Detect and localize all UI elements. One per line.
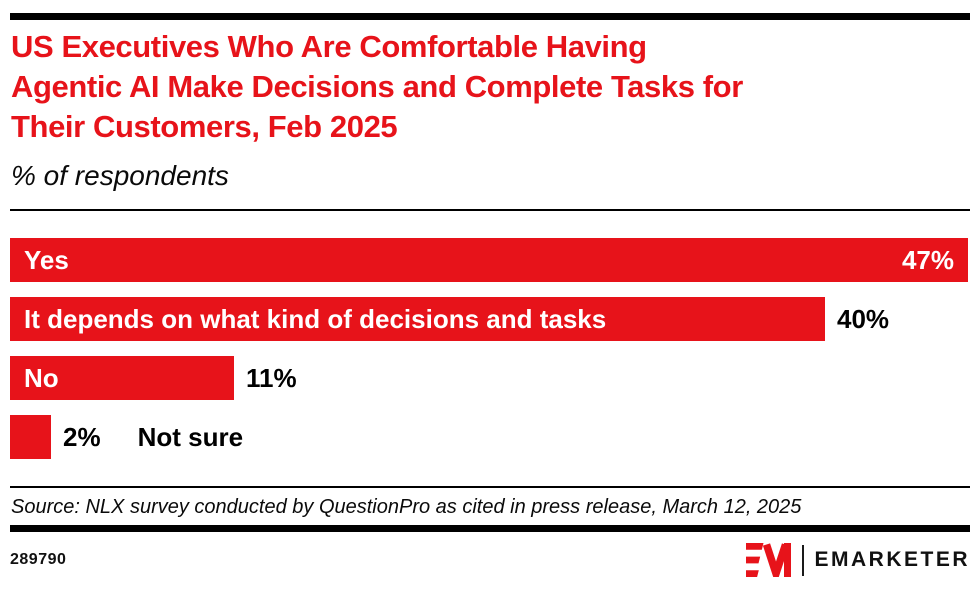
chart-title-line-1: US Executives Who Are Comfortable Having bbox=[11, 29, 647, 64]
chart-id: 289790 bbox=[10, 551, 67, 568]
subtitle-divider bbox=[10, 209, 970, 211]
bar-chart: Yes 47% It depends on what kind of decisio… bbox=[10, 238, 970, 459]
bar-row: 2% Not sure bbox=[10, 415, 970, 459]
bar-row: Yes 47% bbox=[10, 238, 970, 282]
bar-row: It depends on what kind of decisions and… bbox=[10, 297, 970, 341]
bar-value: 47% bbox=[901, 244, 954, 275]
chart-subtitle: % of respondents bbox=[11, 160, 229, 191]
bar-value: 2% bbox=[63, 421, 101, 452]
top-rule bbox=[10, 13, 970, 20]
bar-no: No bbox=[10, 356, 234, 400]
bar-label: Yes bbox=[24, 244, 69, 275]
bar-it-depends-on-what-kind-of-decisions-and-tasks: It depends on what kind of decisions and… bbox=[10, 297, 825, 341]
bar-value: 40% bbox=[837, 303, 890, 334]
bar-label: It depends on what kind of decisions and… bbox=[24, 303, 607, 334]
emarketer-logo: EMARKETER bbox=[743, 543, 970, 577]
footer-rule bbox=[10, 525, 970, 532]
footer: 289790 EMARKETER bbox=[10, 543, 970, 577]
emarketer-wordmark: EMARKETER bbox=[814, 548, 970, 571]
bar-label: Not sure bbox=[137, 421, 244, 452]
bar-value: 11% bbox=[246, 362, 297, 393]
chart-container: US Executives Who Are Comfortable Having… bbox=[0, 13, 980, 577]
chart-title: US Executives Who Are Comfortable Having… bbox=[11, 27, 970, 147]
chart-title-line-2: Agentic AI Make Decisions and Complete T… bbox=[11, 69, 743, 104]
source-note: Source: NLX survey conducted by Question… bbox=[11, 496, 802, 518]
chart-title-line-3: Their Customers, Feb 2025 bbox=[11, 109, 398, 144]
bar-row: No 11% bbox=[10, 356, 970, 400]
source-divider bbox=[10, 486, 970, 488]
bar-yes: Yes 47% bbox=[10, 238, 968, 282]
bar-label: No bbox=[24, 362, 59, 393]
emarketer-logo-icon bbox=[746, 543, 792, 577]
logo-divider bbox=[802, 544, 805, 576]
bar-not-sure bbox=[10, 415, 51, 459]
